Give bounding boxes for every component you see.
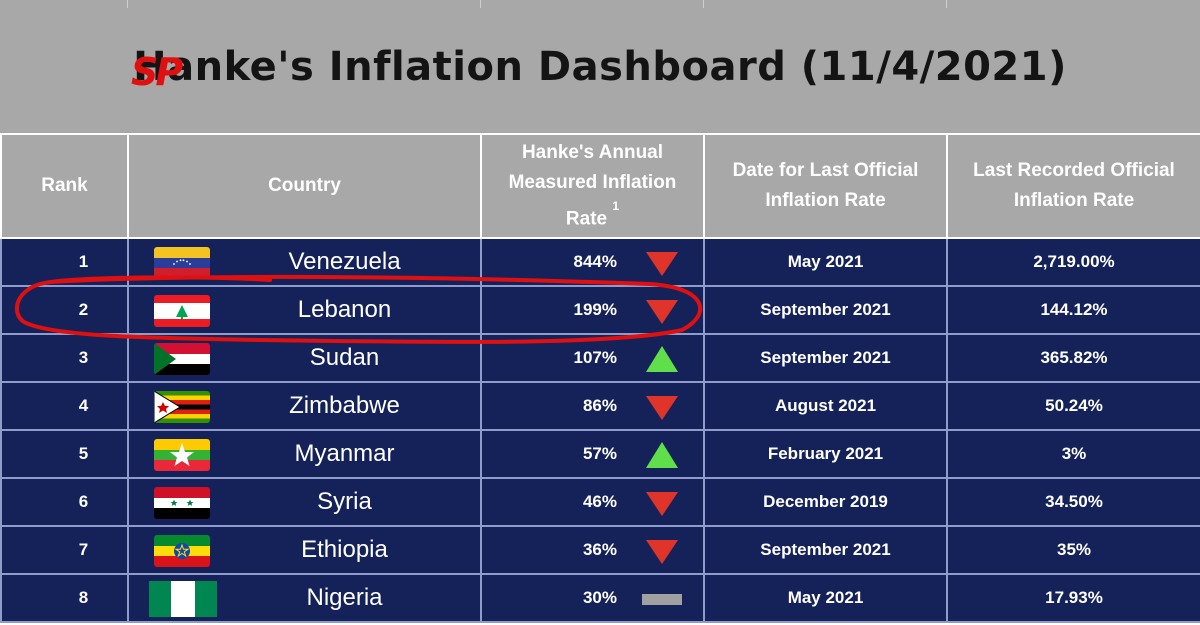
official-rate-cell: 365.82%	[946, 333, 1200, 383]
official-date-cell: December 2019	[703, 477, 948, 527]
column-header-date: Date for Last Official Inflation Rate	[703, 133, 948, 239]
gridline	[127, 0, 128, 8]
country-cell: Zimbabwe	[127, 381, 482, 431]
country-name: Nigeria	[306, 584, 383, 611]
syria-flag-icon	[154, 487, 210, 519]
column-header-country: Country	[127, 133, 482, 239]
official-date-cell: August 2021	[703, 381, 948, 431]
hanke-rate-cell: 36%	[480, 525, 705, 575]
official-date-cell: September 2021	[703, 525, 948, 575]
official-rate-cell: 2,719.00%	[946, 237, 1200, 287]
rank-cell: 7	[0, 525, 129, 575]
country-cell: Myanmar	[127, 429, 482, 479]
rank-cell: 2	[0, 285, 129, 335]
rank-cell: 3	[0, 333, 129, 383]
table-row: 6 Syria 46% December 2019 34.50%	[0, 477, 1200, 527]
title-band: Hanke's Inflation Dashboard (11/4/2021) …	[0, 0, 1200, 133]
table-row: 2 Lebanon 199% September 2021 144.12%	[0, 285, 1200, 335]
country-cell: Nigeria	[127, 573, 482, 623]
hanke-rate-cell: 107%	[480, 333, 705, 383]
rank-cell: 4	[0, 381, 129, 431]
official-date-cell: May 2021	[703, 573, 948, 623]
column-header-hanke-rate: Hanke's Annual Measured Inflation Rate 1	[480, 133, 705, 239]
country-cell: Lebanon	[127, 285, 482, 335]
sudan-flag-icon	[154, 343, 210, 375]
official-rate-cell: 144.12%	[946, 285, 1200, 335]
ethiopia-flag-icon	[154, 535, 210, 567]
rank-cell: 8	[0, 573, 129, 623]
column-header-rank: Rank	[0, 133, 129, 239]
table-row: 3 Sudan 107% September 2021 365.82%	[0, 333, 1200, 383]
hanke-rate-value: 57%	[582, 444, 617, 463]
gridline	[703, 0, 704, 8]
country-cell: Syria	[127, 477, 482, 527]
country-name: Lebanon	[297, 296, 392, 323]
official-rate-cell: 50.24%	[946, 381, 1200, 431]
hanke-rate-label: Hanke's Annual Measured Inflation Rate	[508, 141, 677, 230]
country-cell: Venezuela	[127, 237, 482, 287]
official-rate-cell: 35%	[946, 525, 1200, 575]
table-row: 8 Nigeria 30% May 2021 17.93%	[0, 573, 1200, 623]
rank-cell: 5	[0, 429, 129, 479]
hanke-rate-cell: 30%	[480, 573, 705, 623]
hanke-rate-value: 199%	[573, 300, 617, 319]
country-name: Zimbabwe	[289, 392, 400, 419]
rank-cell: 6	[0, 477, 129, 527]
country-name: Venezuela	[288, 248, 401, 275]
hanke-rate-value: 36%	[582, 540, 617, 559]
header-row: Rank Country Hanke's Annual Measured Inf…	[0, 133, 1200, 239]
handwritten-scribble: SP	[131, 50, 183, 94]
official-date-cell: September 2021	[703, 285, 948, 335]
table-row: 4 Zimbabwe 86% August 2021 50.24%	[0, 381, 1200, 431]
gridline	[946, 0, 947, 8]
hanke-rate-value: 86%	[582, 396, 617, 415]
column-header-official-rate: Last Recorded Official Inflation Rate	[946, 133, 1200, 239]
country-name: Sudan	[309, 344, 380, 371]
official-rate-cell: 34.50%	[946, 477, 1200, 527]
zimbabwe-flag-icon	[154, 391, 210, 423]
country-name: Ethiopia	[301, 536, 388, 563]
country-cell: Sudan	[127, 333, 482, 383]
inflation-table: Rank Country Hanke's Annual Measured Inf…	[0, 133, 1200, 623]
hanke-rate-value: 30%	[582, 588, 617, 607]
lebanon-flag-icon	[154, 295, 210, 327]
country-cell: Ethiopia	[127, 525, 482, 575]
hanke-rate-cell: 57%	[480, 429, 705, 479]
official-date-cell: September 2021	[703, 333, 948, 383]
official-date-cell: February 2021	[703, 429, 948, 479]
country-name: Syria	[317, 488, 372, 515]
table-row: 1 Venezuela 844% May 2021 2,719.00%	[0, 237, 1200, 287]
official-date-cell: May 2021	[703, 237, 948, 287]
table-row: 5 Myanmar 57% February 2021 3%	[0, 429, 1200, 479]
hanke-rate-value: 844%	[573, 252, 617, 271]
gridline	[480, 0, 481, 8]
hanke-rate-cell: 86%	[480, 381, 705, 431]
rank-cell: 1	[0, 237, 129, 287]
nigeria-flag-icon	[149, 581, 217, 617]
hanke-rate-value: 107%	[573, 348, 617, 367]
hanke-rate-cell: 844%	[480, 237, 705, 287]
venezuela-flag-icon	[154, 247, 210, 279]
official-rate-cell: 17.93%	[946, 573, 1200, 623]
hanke-rate-cell: 46%	[480, 477, 705, 527]
country-name: Myanmar	[294, 440, 395, 467]
hanke-rate-value: 46%	[582, 492, 617, 511]
table-row: 7 Ethiopia 36% September 2021 35%	[0, 525, 1200, 575]
hanke-rate-cell: 199%	[480, 285, 705, 335]
footnote-marker: 1	[612, 198, 620, 213]
myanmar-flag-icon	[154, 439, 210, 471]
page-title: Hanke's Inflation Dashboard (11/4/2021)	[133, 44, 1067, 90]
official-rate-cell: 3%	[946, 429, 1200, 479]
